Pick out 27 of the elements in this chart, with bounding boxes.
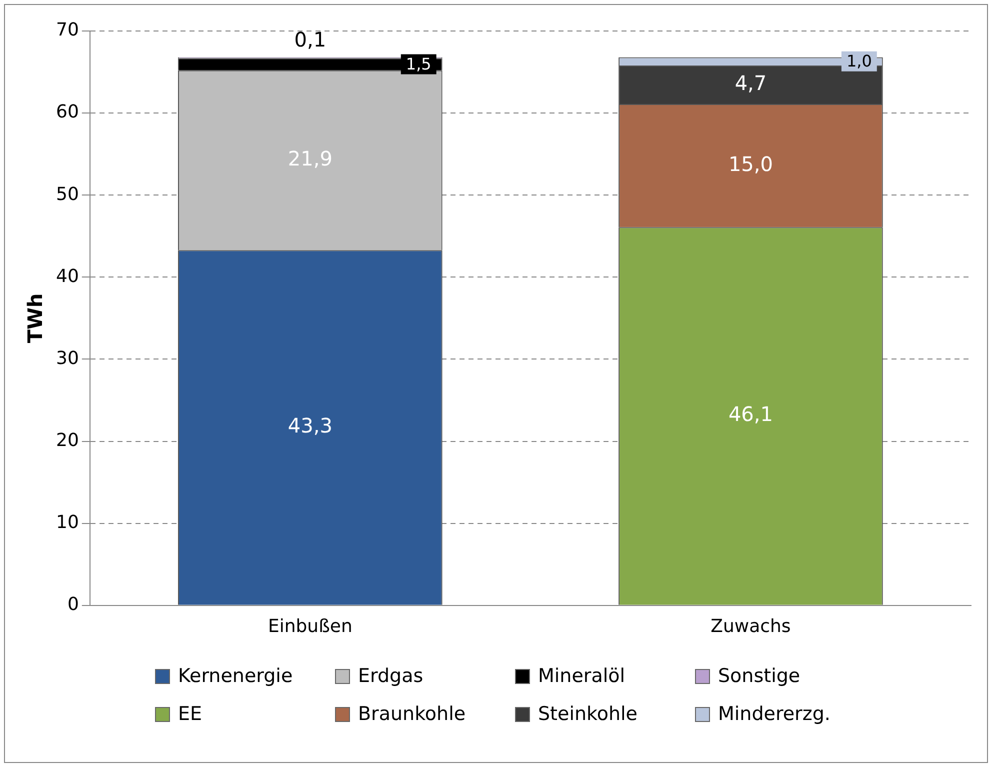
legend-label: EE [178,703,202,725]
x-tick-label: Zuwachs [710,616,791,637]
y-tick-label: 70 [56,20,79,41]
data-label: 1,5 [406,54,432,74]
legend-label: Steinkohle [538,703,638,725]
data-label: 43,3 [288,414,332,438]
y-tick-label: 30 [56,348,79,369]
legend-label: Sonstige [718,665,800,687]
data-label: 21,9 [288,146,332,170]
y-tick-label: 40 [56,266,79,287]
data-label: 1,0 [846,52,872,71]
legend-label: Mineralöl [538,665,626,687]
y-axis-title: TWh [23,293,48,344]
x-tick-label: Einbußen [268,616,352,637]
y-tick-label: 50 [56,184,79,205]
data-label: 0,1 [294,27,326,52]
y-tick-label: 0 [67,594,79,616]
y-tick-label: 20 [56,430,79,451]
data-label: 15,0 [728,152,773,176]
data-label: 46,1 [728,402,773,426]
legend-label: Braunkohle [358,703,466,725]
y-tick-label: 10 [56,512,79,534]
y-tick-label: 60 [56,102,79,123]
data-label: 4,7 [734,70,767,95]
legend-label: Erdgas [358,665,424,687]
legend-label: Kernenergie [178,665,293,687]
legend-label: Mindererzg. [718,703,830,725]
